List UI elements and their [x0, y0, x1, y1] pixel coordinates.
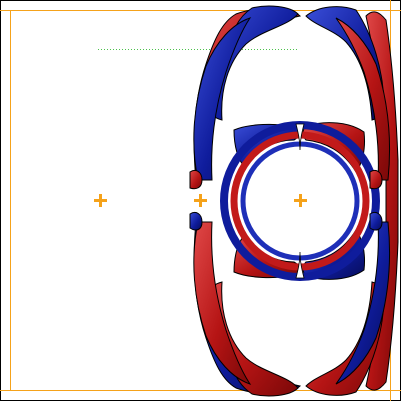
cusp-top [295, 123, 305, 151]
cap-right-red [369, 169, 383, 190]
cap-left-blue [189, 211, 203, 231]
marker-middle-icon [194, 194, 207, 207]
cap-left-red [189, 169, 203, 190]
cusp-bottom [295, 251, 305, 279]
cap-right-blue [369, 211, 383, 231]
lobe-long-left-blue [193, 17, 252, 181]
lobe-long-right-blue [335, 221, 390, 385]
lobe-long-left-red [193, 221, 252, 385]
marker-left-icon [94, 194, 107, 207]
lobe-long-right-red-upper [335, 17, 390, 181]
marker-right-icon [294, 194, 307, 207]
